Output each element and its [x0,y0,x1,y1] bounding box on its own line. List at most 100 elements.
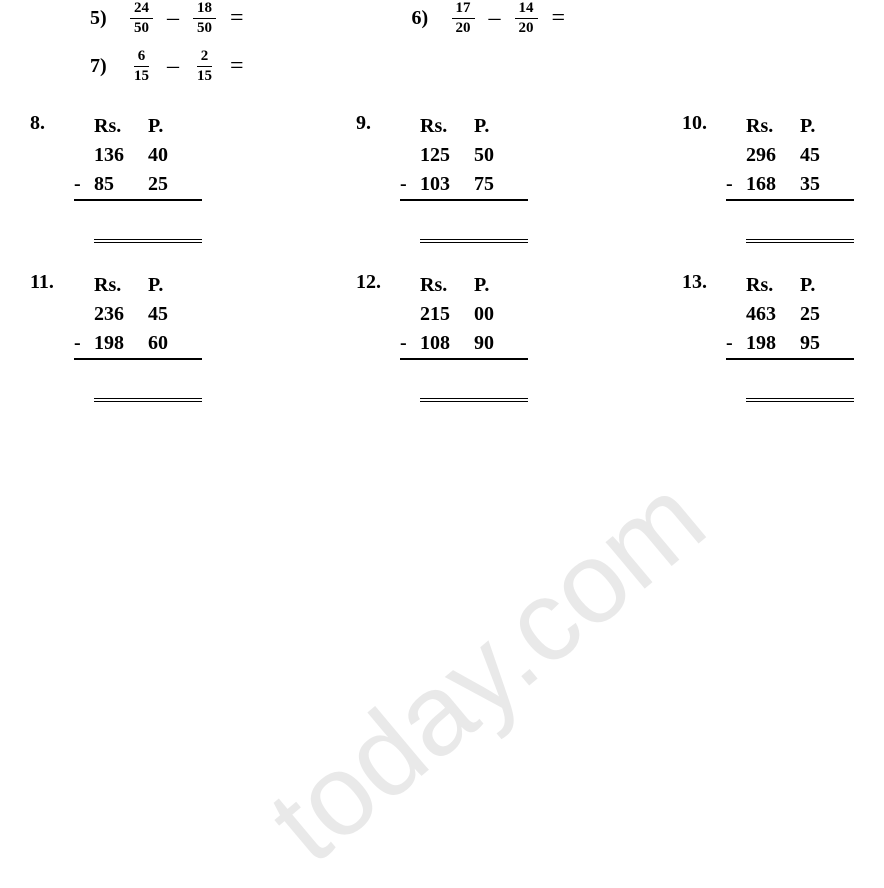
money-problem: 11. Rs. P. 236 45 - 198 60 [30,271,202,402]
p-value: 00 [474,300,528,329]
answer-line [74,239,202,243]
minus-sign: – [475,5,515,32]
money-row: 11. Rs. P. 236 45 - 198 60 [20,271,864,402]
rs-header: Rs. [746,271,800,300]
fraction-problem-7: 7) 6 15 – 2 15 = [90,48,252,84]
money-problem: 12. Rs. P. 215 00 - 108 90 [356,271,528,402]
fraction: 14 20 [515,0,538,36]
equals-sign: = [216,53,252,80]
minus-sign: - [726,170,746,200]
answer-line [726,239,854,243]
minus-sign: - [400,329,420,359]
problem-number: 8. [30,112,74,243]
money-problem: 8. Rs. P. 136 40 - 85 25 [30,112,202,243]
rs-header: Rs. [94,271,148,300]
p-header: P. [474,271,528,300]
rs-value: 296 [746,141,800,170]
money-table: Rs. P. 296 45 - 168 35 [726,112,854,243]
rs-value: 136 [94,141,148,170]
p-value: 90 [474,329,528,359]
denominator: 50 [193,19,216,37]
denominator: 50 [130,19,153,37]
p-value: 75 [474,170,528,200]
rs-value: 103 [420,170,474,200]
fraction-row: 7) 6 15 – 2 15 = [20,48,864,84]
money-problems: 8. Rs. P. 136 40 - 85 25 [20,112,864,402]
denominator: 20 [452,19,475,37]
fraction-problem-5: 5) 24 50 – 18 50 = [90,0,252,36]
money-problem: 9. Rs. P. 125 50 - 103 75 [356,112,528,243]
p-value: 60 [148,329,202,359]
watermark: today.com [245,452,730,888]
rs-value: 236 [94,300,148,329]
fraction: 6 15 [130,48,153,84]
rs-value: 108 [420,329,474,359]
denominator: 20 [515,19,538,37]
money-row: 8. Rs. P. 136 40 - 85 25 [20,112,864,243]
p-value: 95 [800,329,854,359]
p-header: P. [148,271,202,300]
money-table: Rs. P. 125 50 - 103 75 [400,112,528,243]
rs-value: 85 [94,170,148,200]
numerator: 6 [134,48,150,67]
worksheet-content: 5) 24 50 – 18 50 = 6) 17 20 – 14 20 = [0,0,884,402]
rs-header: Rs. [94,112,148,141]
numerator: 2 [197,48,213,67]
rs-value: 198 [746,329,800,359]
p-value: 25 [800,300,854,329]
answer-line [74,398,202,402]
problem-number: 11. [30,271,74,402]
minus-sign: - [726,329,746,359]
minus-sign: – [153,5,193,32]
fraction-problem-6: 6) 17 20 – 14 20 = [412,0,574,36]
money-table: Rs. P. 136 40 - 85 25 [74,112,202,243]
fraction: 17 20 [452,0,475,36]
numerator: 14 [515,0,538,19]
p-header: P. [148,112,202,141]
problem-number: 13. [682,271,726,402]
problem-number: 7) [90,55,130,78]
problem-number: 6) [412,7,452,30]
money-problem: 10. Rs. P. 296 45 - 168 35 [682,112,854,243]
minus-sign: - [400,170,420,200]
minus-sign: - [74,170,94,200]
equals-sign: = [538,5,574,32]
problem-number: 9. [356,112,400,243]
rs-header: Rs. [420,112,474,141]
rs-value: 215 [420,300,474,329]
equals-sign: = [216,5,252,32]
p-value: 40 [148,141,202,170]
rs-value: 168 [746,170,800,200]
problem-number: 10. [682,112,726,243]
rs-value: 463 [746,300,800,329]
rs-value: 125 [420,141,474,170]
money-table: Rs. P. 236 45 - 198 60 [74,271,202,402]
p-header: P. [800,271,854,300]
answer-line [400,239,528,243]
money-problem: 13. Rs. P. 463 25 - 198 95 [682,271,854,402]
denominator: 15 [130,67,153,85]
fraction: 2 15 [193,48,216,84]
p-value: 50 [474,141,528,170]
p-header: P. [474,112,528,141]
p-value: 25 [148,170,202,200]
p-value: 45 [800,141,854,170]
rs-header: Rs. [746,112,800,141]
p-header: P. [800,112,854,141]
p-value: 45 [148,300,202,329]
numerator: 18 [193,0,216,19]
numerator: 24 [130,0,153,19]
answer-line [400,398,528,402]
money-table: Rs. P. 215 00 - 108 90 [400,271,528,402]
rs-value: 198 [94,329,148,359]
rs-header: Rs. [420,271,474,300]
fraction: 24 50 [130,0,153,36]
money-table: Rs. P. 463 25 - 198 95 [726,271,854,402]
answer-line [726,398,854,402]
minus-sign: – [153,53,193,80]
problem-number: 12. [356,271,400,402]
p-value: 35 [800,170,854,200]
problem-number: 5) [90,7,130,30]
fraction: 18 50 [193,0,216,36]
denominator: 15 [193,67,216,85]
